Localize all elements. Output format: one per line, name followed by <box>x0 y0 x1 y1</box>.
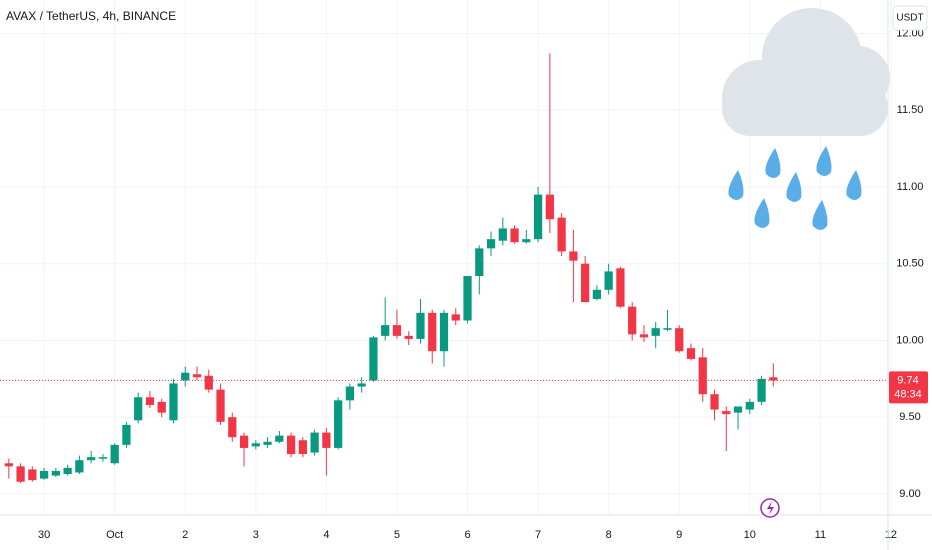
x-tick-label: 6 <box>464 529 470 541</box>
x-tick-label: 8 <box>606 529 612 541</box>
candle-body <box>263 441 272 445</box>
chart-title: AVAX / TetherUS, 4h, BINANCE <box>6 9 176 23</box>
candle-body <box>463 275 472 321</box>
candle-body <box>4 463 13 467</box>
candle-body <box>769 377 778 381</box>
candle-body <box>110 444 119 464</box>
candle-body <box>428 312 437 352</box>
candle-body <box>451 314 460 321</box>
candle-body <box>145 397 155 405</box>
candle-body <box>486 239 496 249</box>
candle-body <box>581 263 590 303</box>
candle-body <box>298 440 307 455</box>
candle-body <box>675 328 684 352</box>
grid <box>0 0 892 515</box>
rain-cloud <box>722 8 890 136</box>
countdown-label: 48:34 <box>894 388 922 400</box>
candle-body <box>75 460 84 473</box>
candle-body <box>204 375 213 390</box>
currency-button[interactable] <box>892 5 928 31</box>
candle-body <box>63 467 72 475</box>
x-tick-label: 10 <box>744 529 756 541</box>
candle-body <box>345 386 355 401</box>
candle-body <box>522 239 531 243</box>
candle-body <box>663 328 672 330</box>
candle-body <box>604 271 613 290</box>
candle-body <box>192 374 202 378</box>
candle-body <box>722 411 731 415</box>
candle-body <box>439 312 449 352</box>
candle-body <box>745 401 754 410</box>
x-tick-label: 12 <box>885 529 897 541</box>
candle-body <box>392 325 402 336</box>
candle-body <box>322 432 331 448</box>
candle-body <box>686 348 696 359</box>
candle-body <box>616 268 625 307</box>
candle-body <box>416 312 425 339</box>
x-tick-label: 2 <box>182 529 188 541</box>
candle-body <box>51 470 60 476</box>
x-tick-label: 30 <box>38 529 50 541</box>
lightning-icon[interactable] <box>760 498 780 518</box>
candle-body <box>310 432 319 453</box>
candle-body <box>381 325 390 336</box>
last-price-box <box>889 371 928 404</box>
candle-body <box>369 337 378 381</box>
candle-body <box>710 394 719 410</box>
candle-body <box>87 457 96 461</box>
candle-body <box>122 424 131 445</box>
candle-body <box>569 251 578 261</box>
candle-body <box>286 435 296 455</box>
candle-body <box>98 457 108 459</box>
candle-body <box>592 289 602 300</box>
y-tick-label: 11.50 <box>897 104 924 116</box>
candle-body <box>533 194 543 240</box>
candle-body <box>239 435 249 448</box>
candle-body <box>251 443 260 447</box>
x-tick-label: Oct <box>106 529 123 541</box>
x-tick-label: 4 <box>323 529 329 541</box>
rain-drops <box>728 146 862 230</box>
x-tick-label: 9 <box>676 529 682 541</box>
candle-body <box>28 469 37 481</box>
candle-body <box>698 357 707 395</box>
candles <box>4 53 778 484</box>
candle-body <box>475 248 484 276</box>
candle-body <box>733 406 743 413</box>
y-tick-label: 10.50 <box>896 258 924 270</box>
candle-body <box>498 228 507 241</box>
x-tick-label: 5 <box>394 529 400 541</box>
y-tick-label: 11.00 <box>897 181 924 193</box>
candle-body <box>510 228 519 243</box>
candle-body <box>357 383 366 387</box>
y-tick-label: 9.00 <box>899 488 920 500</box>
candle-body <box>757 378 766 402</box>
candle-body <box>169 383 178 421</box>
x-tick-label: 7 <box>535 529 541 541</box>
candle-body <box>228 417 237 438</box>
last-price-label: 9.74 <box>897 374 918 386</box>
candle-body <box>651 328 660 336</box>
candle-body <box>39 470 49 479</box>
currency-label[interactable]: USDT <box>896 13 923 24</box>
candle-body <box>275 435 284 442</box>
candle-body <box>639 334 649 338</box>
candle-body <box>334 400 343 448</box>
candle-body <box>557 217 566 252</box>
y-tick-label: 10.00 <box>896 334 924 346</box>
candle-body <box>628 306 637 335</box>
candle-body <box>545 194 554 220</box>
candle-body <box>134 397 143 421</box>
candle-body <box>181 372 190 381</box>
candle-body <box>404 335 413 339</box>
y-tick-label: 9.50 <box>899 411 920 423</box>
candle-body <box>157 401 166 413</box>
candle-body <box>16 466 25 482</box>
candle-body <box>216 389 225 422</box>
x-tick-label: 3 <box>253 529 259 541</box>
x-tick-label: 11 <box>815 529 826 541</box>
